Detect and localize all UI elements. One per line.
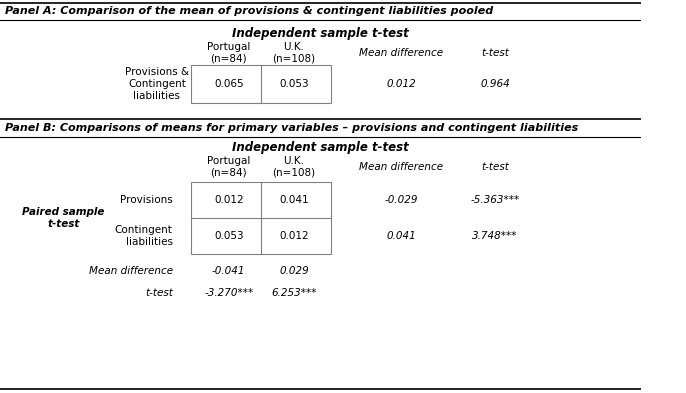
Text: U.K.
(n=108): U.K. (n=108) [272,42,316,64]
Text: Panel A: Comparison of the mean of provisions & contingent liabilities pooled: Panel A: Comparison of the mean of provi… [5,6,493,16]
Text: 0.012: 0.012 [279,231,309,241]
Text: Provisions: Provisions [120,195,173,205]
Text: 0.012: 0.012 [387,79,416,89]
Text: 0.041: 0.041 [387,231,416,241]
Bar [191,182,331,254]
Text: -3.270***: -3.270*** [204,288,253,298]
Text: -5.363***: -5.363*** [470,195,519,205]
Text: 0.029: 0.029 [279,266,309,276]
Text: Mean difference: Mean difference [359,48,444,58]
Text: 0.041: 0.041 [279,195,309,205]
Text: -0.041: -0.041 [212,266,246,276]
Text: Provisions &
Contingent
liabilities: Provisions & Contingent liabilities [125,68,189,101]
Text: Portugal
(n=84): Portugal (n=84) [207,42,250,64]
Text: Contingent
liabilities: Contingent liabilities [115,225,173,247]
Text: Mean difference: Mean difference [88,266,173,276]
Text: 0.964: 0.964 [480,79,510,89]
Text: Mean difference: Mean difference [359,162,444,172]
Text: Paired sample
t-test: Paired sample t-test [23,207,105,229]
Text: Independent sample t-test: Independent sample t-test [232,26,409,40]
Text: 6.253***: 6.253*** [272,288,317,298]
Text: -0.029: -0.029 [385,195,418,205]
Bar [191,65,331,103]
Text: Independent sample t-test: Independent sample t-test [232,141,409,154]
Text: Portugal
(n=84): Portugal (n=84) [207,156,250,178]
Text: 3.748***: 3.748*** [472,231,518,241]
Text: t-test: t-test [481,48,509,58]
Text: t-test: t-test [481,162,509,172]
Text: Panel B: Comparisons of means for primary variables – provisions and contingent : Panel B: Comparisons of means for primar… [5,123,578,133]
Text: 0.053: 0.053 [279,79,309,89]
Text: 0.053: 0.053 [214,231,244,241]
Text: 0.065: 0.065 [214,79,244,89]
Text: U.K.
(n=108): U.K. (n=108) [272,156,316,178]
Text: t-test: t-test [145,288,173,298]
Text: 0.012: 0.012 [214,195,244,205]
